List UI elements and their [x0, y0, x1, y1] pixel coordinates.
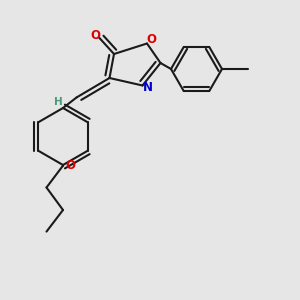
- Text: O: O: [65, 159, 76, 172]
- Text: O: O: [146, 33, 156, 46]
- Text: N: N: [143, 81, 153, 94]
- Text: O: O: [90, 28, 100, 42]
- Text: H: H: [54, 97, 63, 107]
